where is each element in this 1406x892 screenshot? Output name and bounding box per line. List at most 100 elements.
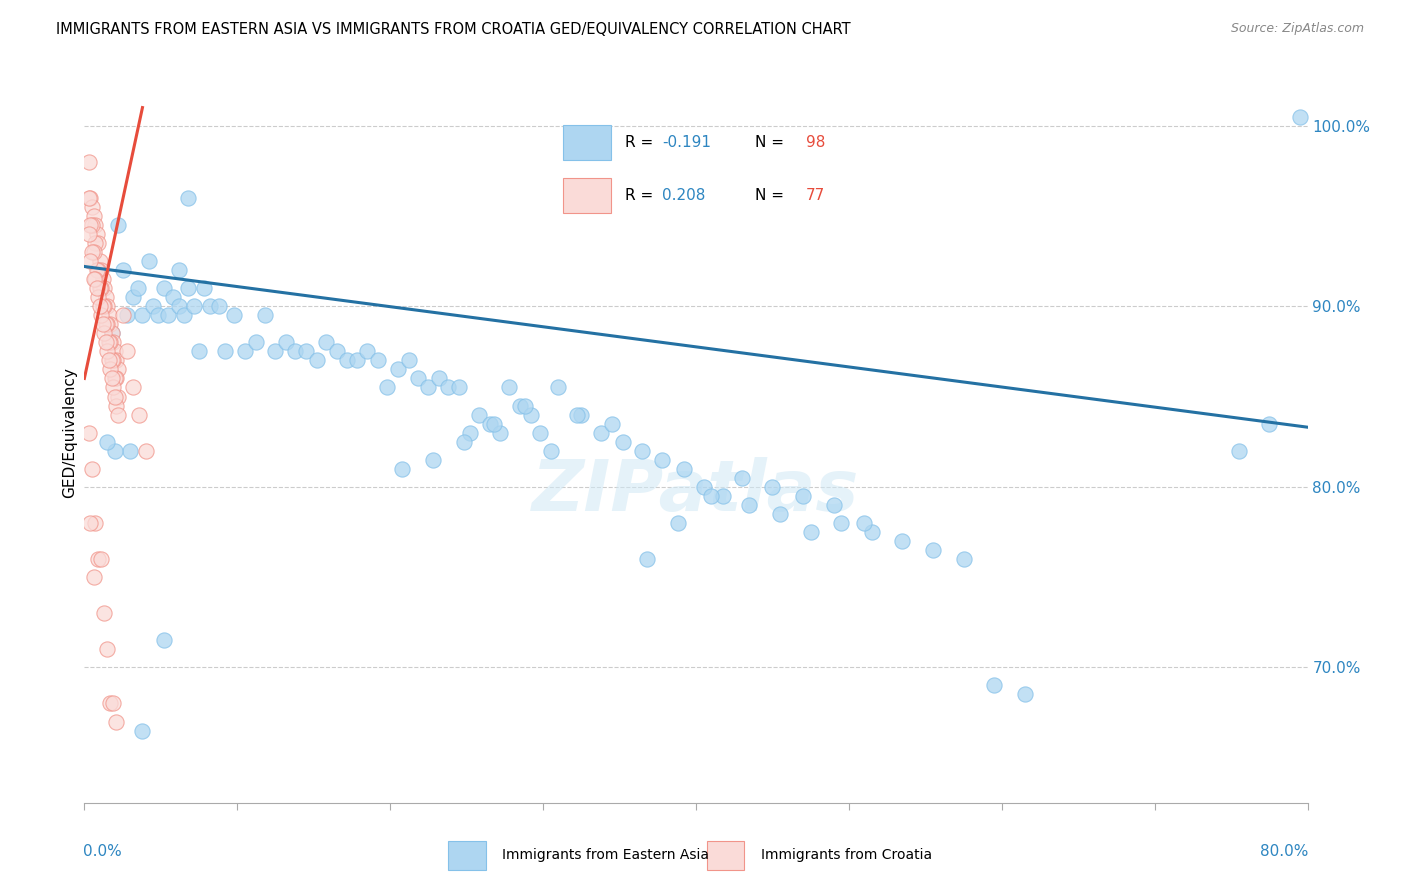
Point <box>115 308 138 322</box>
Point <box>692 480 714 494</box>
Point <box>513 399 536 413</box>
Point <box>98 697 121 711</box>
Point <box>478 417 501 431</box>
Point <box>520 408 543 422</box>
Point <box>214 344 236 359</box>
Point <box>77 191 100 205</box>
Point <box>458 425 481 440</box>
Point <box>89 254 111 268</box>
Point <box>105 371 128 385</box>
Point <box>84 516 107 530</box>
Point <box>138 254 160 268</box>
Point <box>105 714 128 729</box>
Point <box>97 308 120 322</box>
Point <box>111 308 134 322</box>
Point <box>90 263 112 277</box>
Point <box>498 380 520 394</box>
Point <box>529 425 551 440</box>
Point <box>336 353 359 368</box>
Point <box>437 380 460 394</box>
Point <box>91 318 114 332</box>
Point <box>713 489 735 503</box>
Point <box>167 263 190 277</box>
Point <box>87 235 110 250</box>
Point <box>94 290 117 304</box>
Point <box>127 281 149 295</box>
Point <box>398 353 420 368</box>
Point <box>84 218 107 232</box>
Point <box>224 308 246 322</box>
Point <box>612 434 634 449</box>
Point <box>447 380 470 394</box>
Point <box>101 326 124 341</box>
Point <box>233 344 256 359</box>
Point <box>107 408 129 422</box>
Point <box>96 642 118 657</box>
Point <box>700 489 723 503</box>
Point <box>131 723 153 738</box>
Point <box>952 552 974 566</box>
Point <box>860 524 883 539</box>
Point <box>198 299 221 313</box>
Point <box>153 633 176 648</box>
Point <box>800 524 823 539</box>
Point <box>77 154 100 169</box>
Point <box>922 543 945 558</box>
Point <box>90 552 112 566</box>
Point <box>115 344 138 359</box>
Point <box>792 489 814 503</box>
Point <box>122 290 145 304</box>
Point <box>387 362 409 376</box>
Point <box>135 443 157 458</box>
Point <box>87 290 110 304</box>
Point <box>84 235 107 250</box>
Point <box>93 606 115 620</box>
Point <box>98 335 121 350</box>
Point <box>120 443 142 458</box>
Point <box>375 380 398 394</box>
Point <box>406 371 429 385</box>
Point <box>80 218 103 232</box>
Point <box>89 281 111 295</box>
Point <box>79 218 101 232</box>
Point <box>418 380 440 394</box>
Point <box>651 452 673 467</box>
Point <box>325 344 347 359</box>
Point <box>146 308 169 322</box>
Point <box>111 263 134 277</box>
Point <box>83 209 105 223</box>
Point <box>666 516 689 530</box>
Point <box>83 245 105 260</box>
Point <box>101 371 124 385</box>
Point <box>422 452 444 467</box>
Point <box>97 353 120 368</box>
Point <box>87 552 110 566</box>
Y-axis label: GED/Equivalency: GED/Equivalency <box>62 368 77 498</box>
Point <box>315 335 337 350</box>
Point <box>153 281 176 295</box>
Point <box>80 461 103 475</box>
Point <box>1227 443 1250 458</box>
Text: 80.0%: 80.0% <box>1260 844 1309 858</box>
Point <box>101 326 124 341</box>
Point <box>93 326 115 341</box>
Point <box>86 263 108 277</box>
Point <box>830 516 852 530</box>
Point <box>96 299 118 313</box>
Point <box>468 408 491 422</box>
Point <box>305 353 328 368</box>
Point <box>79 516 101 530</box>
Point <box>80 200 103 214</box>
Point <box>107 218 129 232</box>
Point <box>104 390 127 404</box>
Point <box>183 299 205 313</box>
Point <box>547 380 569 394</box>
Point <box>276 335 298 350</box>
Point <box>77 227 100 241</box>
Point <box>83 272 105 286</box>
Point <box>86 227 108 241</box>
Point <box>86 281 108 295</box>
Point <box>193 281 215 295</box>
Point <box>509 399 531 413</box>
Point <box>103 697 125 711</box>
